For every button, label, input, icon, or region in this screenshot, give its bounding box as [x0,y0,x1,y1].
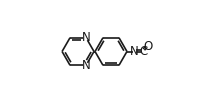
Text: C: C [139,45,147,58]
Text: N: N [82,31,90,44]
Text: N: N [82,59,90,72]
Text: N: N [130,45,139,58]
Text: O: O [143,40,153,53]
